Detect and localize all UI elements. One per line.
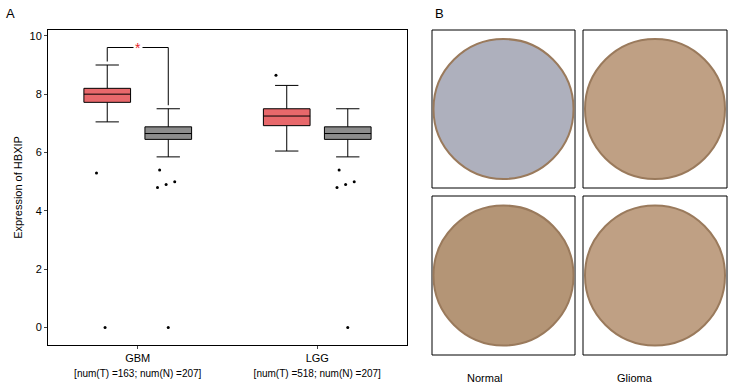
svg-text:0: 0 [36, 321, 42, 333]
svg-text:Expression of HBXIP: Expression of HBXIP [12, 136, 24, 239]
svg-text:Normal: Normal [467, 372, 502, 384]
svg-text:LGG[num(T) =518; num(N) =207]: LGG[num(T) =518; num(N) =207] [254, 352, 381, 378]
svg-text:*: * [135, 40, 141, 56]
svg-text:10: 10 [30, 30, 42, 42]
svg-text:4: 4 [36, 205, 42, 217]
svg-text:6: 6 [36, 146, 42, 158]
svg-text:2: 2 [36, 263, 42, 275]
svg-text:GBM[num(T) =163; num(N) =207]: GBM[num(T) =163; num(N) =207] [74, 352, 201, 378]
svg-text:B: B [435, 6, 444, 21]
svg-text:Glioma: Glioma [617, 372, 653, 384]
svg-text:8: 8 [36, 88, 42, 100]
svg-text:A: A [6, 6, 15, 21]
